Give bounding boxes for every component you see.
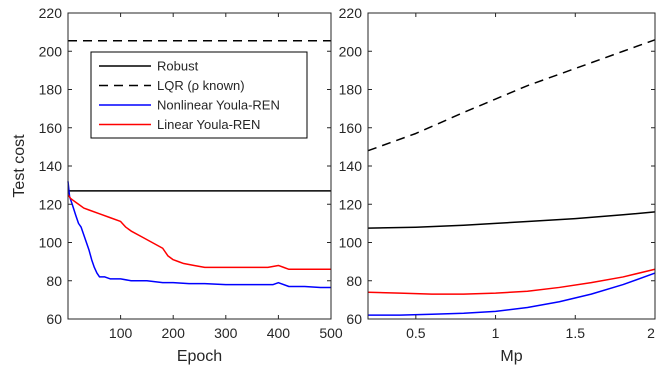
y-tick-label-right-1: 80 bbox=[346, 273, 362, 289]
legend-label-1: LQR (ρ known) bbox=[157, 78, 245, 93]
y-tick-label-left-7: 200 bbox=[39, 43, 63, 59]
series-line-right-0 bbox=[367, 211, 656, 229]
y-tick-label-right-4: 140 bbox=[339, 158, 363, 174]
x-tick-label-left-3: 400 bbox=[267, 325, 291, 341]
y-tick-label-right-2: 100 bbox=[339, 235, 363, 251]
x-tick-label-right-0: 0.5 bbox=[406, 325, 426, 341]
x-tick-label-right-3: 2 bbox=[647, 325, 655, 341]
y-tick-label-left-0: 60 bbox=[46, 311, 62, 327]
y-tick-label-right-8: 220 bbox=[339, 5, 363, 21]
y-tick-label-left-8: 220 bbox=[39, 5, 63, 21]
chart-panel-left: 60 80 100 120 140 160 180 200 220 100 200 300 400 500… bbox=[11, 5, 343, 365]
chart-panel-right: 60 80 100 120 140 160 180 200 220 0.5 1 1.5 2 Mp bbox=[339, 5, 656, 365]
series-line-right-2 bbox=[367, 268, 656, 295]
y-tick-label-left-5: 160 bbox=[39, 120, 63, 136]
y-tick-label-right-5: 160 bbox=[339, 120, 363, 136]
y-axis-label-left: Test cost bbox=[11, 134, 28, 198]
axes-box-right bbox=[367, 12, 656, 320]
y-tick-label-right-0: 60 bbox=[346, 311, 362, 327]
y-tick-label-left-1: 80 bbox=[46, 273, 62, 289]
y-tick-label-left-2: 100 bbox=[39, 235, 63, 251]
x-tick-label-left-4: 500 bbox=[319, 325, 343, 341]
y-tick-label-right-3: 120 bbox=[339, 196, 363, 212]
y-tick-label-left-6: 180 bbox=[39, 82, 63, 98]
x-tick-label-right-1: 1 bbox=[492, 325, 500, 341]
x-axis-label-right: Mp bbox=[500, 348, 522, 365]
y-tick-label-right-6: 180 bbox=[339, 82, 363, 98]
y-tick-label-right-7: 200 bbox=[339, 43, 363, 59]
series-line-right-3 bbox=[368, 272, 656, 316]
legend: Robust LQR (ρ known) Nonlinear Youla-REN Li… bbox=[90, 51, 308, 139]
legend-label-2: Nonlinear Youla-REN bbox=[157, 98, 280, 113]
legend-label-3: Linear Youla-REN bbox=[157, 117, 260, 132]
legend-label-0: Robust bbox=[157, 59, 199, 74]
series-line-right-1 bbox=[367, 39, 656, 152]
x-tick-label-left-1: 200 bbox=[162, 325, 186, 341]
y-tick-label-left-3: 120 bbox=[39, 196, 63, 212]
series-line-left-2 bbox=[67, 181, 331, 289]
x-tick-label-left-0: 100 bbox=[109, 325, 133, 341]
x-tick-label-right-2: 1.5 bbox=[566, 325, 586, 341]
series-line-left-3 bbox=[67, 194, 331, 271]
x-axis-label-left: Epoch bbox=[177, 348, 222, 365]
y-tick-label-left-4: 140 bbox=[39, 158, 63, 174]
x-tick-label-left-2: 300 bbox=[214, 325, 238, 341]
